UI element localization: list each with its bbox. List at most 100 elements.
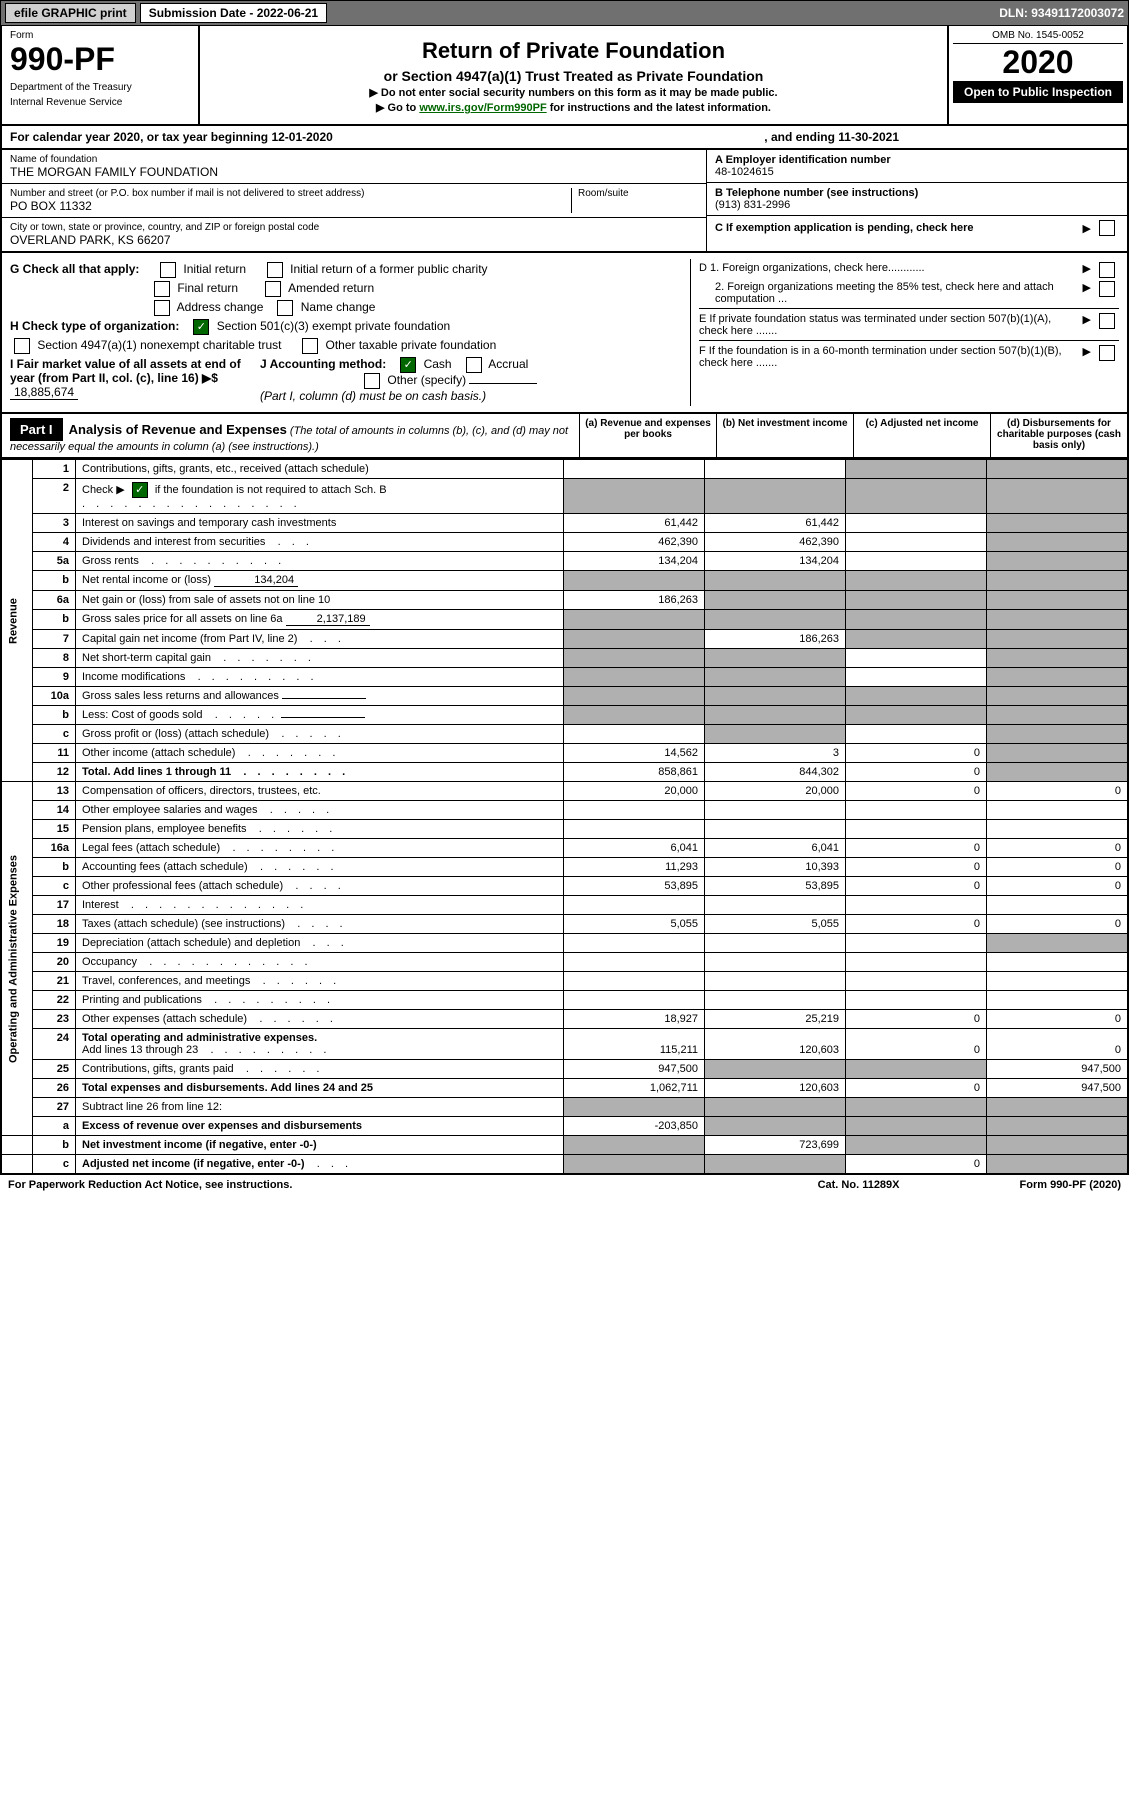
irs-form-link[interactable]: www.irs.gov/Form990PF	[419, 102, 546, 114]
part1-title: Analysis of Revenue and Expenses	[69, 422, 287, 437]
line-num: 14	[33, 801, 76, 820]
cell-value: 53,895	[564, 877, 705, 896]
arrow-icon: ▶	[1083, 313, 1091, 337]
line-desc: Gross sales less returns and allowances	[76, 687, 564, 706]
line-desc: Contributions, gifts, grants paid . . . …	[76, 1060, 564, 1079]
line-desc: Subtract line 26 from line 12:	[76, 1098, 564, 1117]
cell-value: 186,263	[564, 591, 705, 610]
table-row: bAccounting fees (attach schedule) . . .…	[1, 858, 1128, 877]
sch-b-checkbox[interactable]	[132, 482, 148, 498]
other-method-field[interactable]	[469, 383, 537, 384]
line-desc: Travel, conferences, and meetings . . . …	[76, 972, 564, 991]
d1-label: D 1. Foreign organizations, check here..…	[699, 262, 1079, 278]
line-num: 27	[33, 1098, 76, 1117]
irs-label: Internal Revenue Service	[10, 97, 190, 108]
table-row: 4Dividends and interest from securities …	[1, 533, 1128, 552]
dln-number: DLN: 93491172003072	[999, 6, 1124, 20]
line-num: 22	[33, 991, 76, 1010]
cell-value: 462,390	[705, 533, 846, 552]
line-num: 20	[33, 953, 76, 972]
cell-value: -203,850	[564, 1117, 705, 1136]
501c3-checkbox[interactable]	[193, 319, 209, 335]
inline-value: 134,204	[214, 574, 298, 587]
cell-value: 0	[846, 1079, 987, 1098]
inline-value[interactable]	[281, 717, 365, 718]
line-desc: Capital gain net income (from Part IV, l…	[76, 630, 564, 649]
check-section: G Check all that apply: Initial return I…	[0, 253, 1129, 414]
line-num: c	[33, 877, 76, 896]
cell-value: 120,603	[705, 1029, 846, 1060]
table-row: aExcess of revenue over expenses and dis…	[1, 1117, 1128, 1136]
f-checkbox[interactable]	[1099, 345, 1115, 361]
line-num: b	[33, 610, 76, 630]
d1-checkbox[interactable]	[1099, 262, 1115, 278]
address-change-label: Address change	[177, 300, 264, 314]
line-num: 17	[33, 896, 76, 915]
line-num: 25	[33, 1060, 76, 1079]
revenue-side-label: Revenue	[1, 460, 33, 782]
cell-value: 61,442	[564, 514, 705, 533]
cash-checkbox[interactable]	[400, 357, 416, 373]
final-return-checkbox[interactable]	[154, 281, 170, 297]
cell-value: 0	[987, 877, 1129, 896]
address-change-checkbox[interactable]	[154, 300, 170, 316]
arrow-icon: ▶	[1083, 281, 1091, 305]
table-row: 11Other income (attach schedule) . . . .…	[1, 744, 1128, 763]
year-block: OMB No. 1545-0052 2020 Open to Public In…	[947, 26, 1127, 124]
initial-return-checkbox[interactable]	[160, 262, 176, 278]
cell-value: 947,500	[564, 1060, 705, 1079]
f-label: F If the foundation is in a 60-month ter…	[699, 345, 1079, 369]
arrow-icon: ▶	[1083, 222, 1091, 235]
table-row: 12Total. Add lines 1 through 11 . . . . …	[1, 763, 1128, 782]
form-subtitle: or Section 4947(a)(1) Trust Treated as P…	[208, 68, 939, 84]
line-num: 12	[33, 763, 76, 782]
omb-number: OMB No. 1545-0052	[953, 30, 1123, 44]
cell-value: 1,062,711	[564, 1079, 705, 1098]
table-row: 14Other employee salaries and wages . . …	[1, 801, 1128, 820]
other-method-checkbox[interactable]	[364, 373, 380, 389]
table-row: 10aGross sales less returns and allowanc…	[1, 687, 1128, 706]
line-desc: Total expenses and disbursements. Add li…	[76, 1079, 564, 1098]
exemption-checkbox[interactable]	[1099, 220, 1115, 236]
amended-return-checkbox[interactable]	[265, 281, 281, 297]
e-checkbox[interactable]	[1099, 313, 1115, 329]
line-desc: Other expenses (attach schedule) . . . .…	[76, 1010, 564, 1029]
table-row: 22Printing and publications . . . . . . …	[1, 991, 1128, 1010]
line-desc: Net gain or (loss) from sale of assets n…	[76, 591, 564, 610]
line-desc: Printing and publications . . . . . . . …	[76, 991, 564, 1010]
g-label: G Check all that apply:	[10, 262, 139, 276]
ein-value: 48-1024615	[715, 166, 1119, 178]
cell-value: 20,000	[564, 782, 705, 801]
line-num: 6a	[33, 591, 76, 610]
ein-label: A Employer identification number	[715, 154, 1119, 166]
cash-basis-note: (Part I, column (d) must be on cash basi…	[260, 389, 486, 403]
accrual-checkbox[interactable]	[466, 357, 482, 373]
exemption-pending-label: C If exemption application is pending, c…	[715, 222, 1079, 234]
line-desc: Less: Cost of goods sold . . . . .	[76, 706, 564, 725]
amended-return-label: Amended return	[288, 281, 374, 295]
initial-former-label: Initial return of a former public charit…	[290, 262, 487, 276]
year-ending: , and ending 11-30-2021	[764, 130, 899, 144]
line-desc: Gross profit or (loss) (attach schedule)…	[76, 725, 564, 744]
line-desc: Net rental income or (loss) 134,204	[76, 571, 564, 591]
line-num: 5a	[33, 552, 76, 571]
other-taxable-checkbox[interactable]	[302, 338, 318, 354]
table-row: 17Interest . . . . . . . . . . . . .	[1, 896, 1128, 915]
form-number: 990-PF	[10, 41, 190, 78]
form-title: Return of Private Foundation	[208, 38, 939, 64]
inline-value[interactable]	[282, 698, 366, 699]
form-label: Form	[10, 30, 190, 41]
cell-value: 53,895	[705, 877, 846, 896]
name-change-checkbox[interactable]	[277, 300, 293, 316]
line-desc: Compensation of officers, directors, tru…	[76, 782, 564, 801]
initial-former-checkbox[interactable]	[267, 262, 283, 278]
col-d-header: (d) Disbursements for charitable purpose…	[990, 414, 1127, 457]
cell-value: 11,293	[564, 858, 705, 877]
line-desc: Net investment income (if negative, ente…	[76, 1136, 564, 1155]
line-num: 2	[33, 479, 76, 514]
efile-print-button[interactable]: efile GRAPHIC print	[5, 3, 136, 23]
4947-checkbox[interactable]	[14, 338, 30, 354]
line-desc: Net short-term capital gain . . . . . . …	[76, 649, 564, 668]
cell-value: 0	[987, 782, 1129, 801]
d2-checkbox[interactable]	[1099, 281, 1115, 297]
